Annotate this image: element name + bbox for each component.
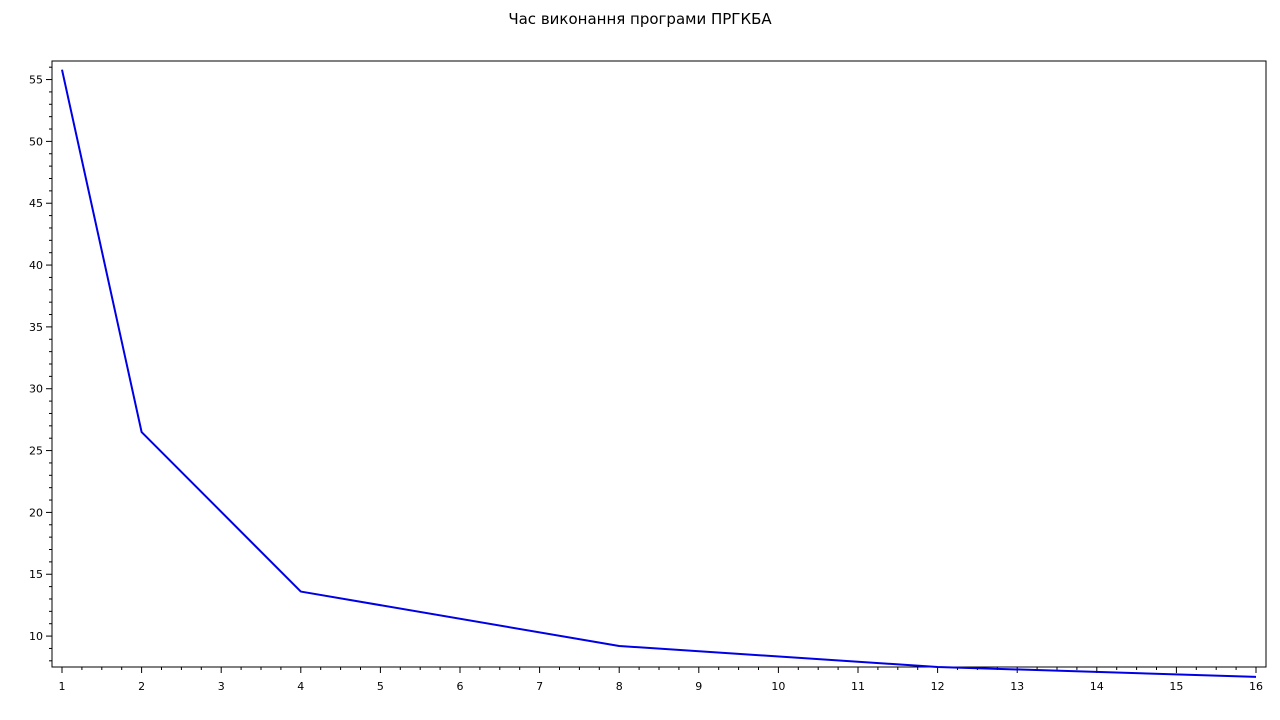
y-axis: 10 15 20 25 30 35 40 45 50 55 (29, 66, 52, 662)
x-tick-label: 13 (1010, 680, 1024, 693)
y-tick-label: 30 (29, 383, 43, 396)
y-tick-label: 15 (29, 568, 43, 581)
x-tick-label: 12 (931, 680, 945, 693)
x-tick-label: 7 (536, 680, 543, 693)
y-tick-label: 25 (29, 445, 43, 458)
y-tick-label: 40 (29, 259, 43, 272)
y-tick-label: 35 (29, 321, 43, 334)
plot-frame (51, 60, 1267, 668)
x-tick-label: 15 (1169, 680, 1183, 693)
y-tick-label: 50 (29, 135, 43, 148)
x-tick-label: 14 (1090, 680, 1104, 693)
x-tick-label: 16 (1249, 680, 1263, 693)
x-tick-label: 11 (851, 680, 865, 693)
x-tick-label: 1 (59, 680, 66, 693)
y-tick-label: 20 (29, 506, 43, 519)
y-tick-label: 55 (29, 74, 43, 87)
x-tick-label: 6 (457, 680, 464, 693)
x-tick-label: 10 (771, 680, 785, 693)
x-tick-label: 3 (218, 680, 225, 693)
series-layer (61, 69, 1257, 678)
x-tick-label: 8 (616, 680, 623, 693)
x-tick-label: 9 (695, 680, 702, 693)
y-tick-label: 45 (29, 197, 43, 210)
series-line (61, 69, 1257, 678)
x-tick-label: 5 (377, 680, 384, 693)
chart-title: Час виконання програми ПРГКБА (508, 10, 772, 28)
x-tick-label: 4 (297, 680, 304, 693)
y-tick-label: 10 (29, 630, 43, 643)
x-axis: 1 2 3 4 5 6 7 8 9 10 11 12 13 14 15 16 (59, 667, 1263, 693)
x-tick-label: 2 (138, 680, 145, 693)
